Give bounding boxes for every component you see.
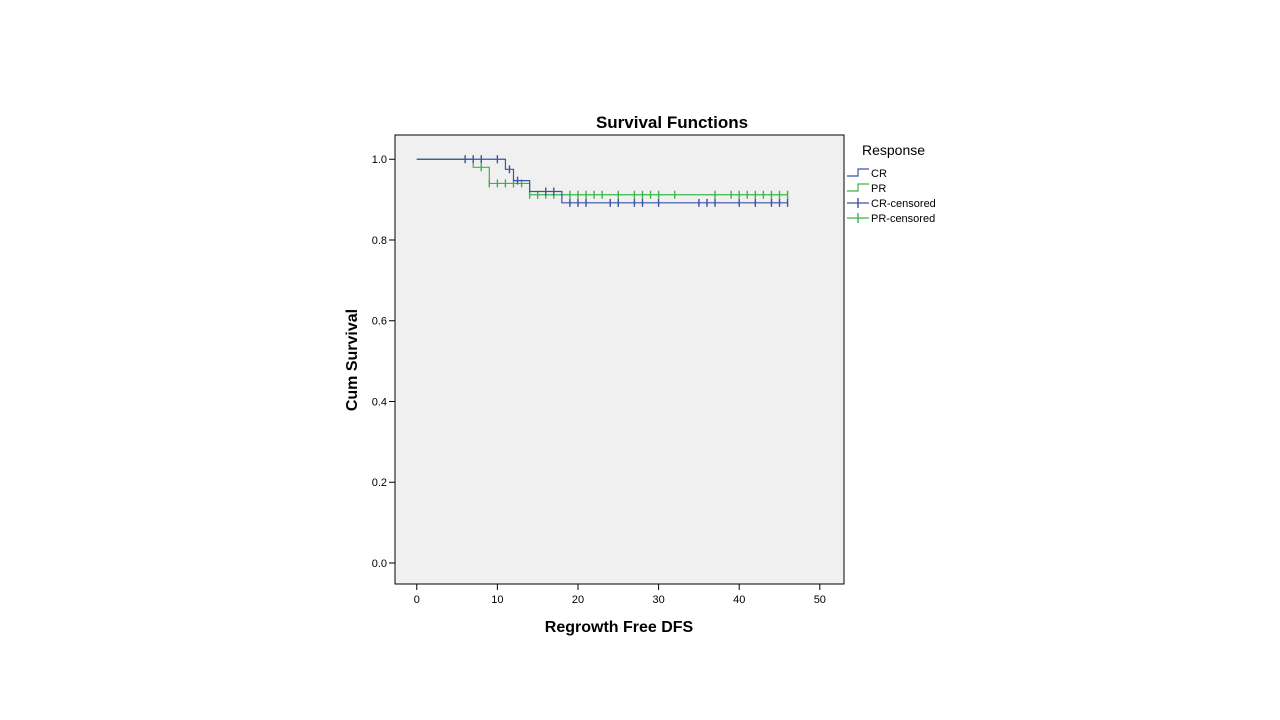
legend: Response CR PR CR-censored PR-censored: [847, 142, 936, 225]
x-tick-label: 40: [733, 594, 745, 606]
plot-area: [394, 134, 845, 585]
y-axis-label: Cum Survival: [344, 309, 361, 411]
x-tick-label: 0: [414, 594, 420, 606]
y-tick-label: 0.6: [372, 316, 387, 328]
legend-swatch-pr: [847, 183, 869, 192]
x-tick-label: 30: [652, 594, 664, 606]
legend-label: PR-censored: [871, 213, 935, 225]
legend-label: CR: [871, 168, 887, 180]
legend-title: Response: [862, 142, 925, 158]
y-tick-label: 0.0: [372, 558, 387, 570]
y-axis: 0.0 0.2 0.4 0.6 0.8 1.0: [372, 154, 395, 570]
y-tick-label: 0.4: [372, 396, 387, 408]
x-tick-label: 50: [814, 594, 826, 606]
x-tick-label: 20: [572, 594, 584, 606]
y-tick-label: 0.8: [372, 235, 387, 247]
x-tick-label: 10: [491, 594, 503, 606]
legend-label: PR: [871, 183, 886, 195]
legend-label: CR-censored: [871, 198, 936, 210]
x-axis-label: Regrowth Free DFS: [545, 619, 694, 636]
y-tick-label: 1.0: [372, 154, 387, 166]
x-axis: 0 10 20 30 40 50: [414, 584, 826, 606]
chart-title: Survival Functions: [596, 113, 748, 132]
y-tick-label: 0.2: [372, 477, 387, 489]
series-line-cr: [416, 158, 788, 204]
legend-swatch-cr: [847, 168, 869, 177]
series-layer: [416, 155, 789, 207]
